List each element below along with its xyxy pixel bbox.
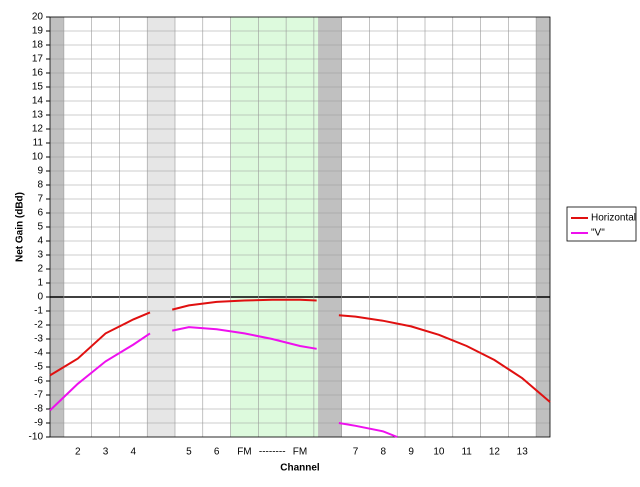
y-tick-label: 12 — [32, 124, 44, 135]
x-tick-label: 5 — [186, 447, 192, 458]
x-tick-label: 7 — [353, 447, 359, 458]
y-tick-label: -6 — [34, 376, 43, 387]
y-tick-label: -7 — [34, 390, 43, 401]
y-tick-label: -8 — [34, 404, 43, 415]
x-tick-label: 4 — [131, 447, 137, 458]
y-tick-label: -1 — [34, 306, 43, 317]
x-tick-label: 3 — [103, 447, 109, 458]
y-tick-label: 14 — [32, 96, 44, 107]
x-tick-label: -------- — [259, 447, 286, 458]
x-tick-label: 8 — [381, 447, 387, 458]
y-tick-label: 6 — [37, 208, 43, 219]
y-tick-label: 1 — [37, 278, 43, 289]
y-tick-label: 2 — [37, 264, 43, 275]
x-tick-label: 13 — [517, 447, 529, 458]
plot-frame — [49, 16, 551, 438]
legend-box — [566, 206, 637, 242]
x-tick-label: 10 — [433, 447, 445, 458]
y-tick-label: -5 — [34, 362, 43, 373]
y-tick-label: 20 — [32, 12, 44, 23]
y-tick-label: -3 — [34, 334, 43, 345]
y-tick-label: 4 — [37, 236, 43, 247]
y-tick-label: 18 — [32, 40, 44, 51]
y-tick-label: -2 — [34, 320, 43, 331]
x-tick-label: 9 — [408, 447, 414, 458]
y-tick-label: 3 — [37, 250, 43, 261]
y-tick-label: 15 — [32, 82, 44, 93]
y-tick-label: -10 — [29, 432, 44, 443]
y-tick-label: 5 — [37, 222, 43, 233]
x-tick-label: 11 — [461, 447, 472, 458]
y-tick-label: 19 — [32, 26, 44, 37]
legend-label: Horizontal — [591, 213, 636, 224]
y-tick-label: 16 — [32, 68, 44, 79]
y-tick-label: 7 — [37, 194, 43, 205]
y-tick-label: 9 — [37, 166, 43, 177]
series-line — [49, 298, 551, 403]
y-axis-label: Net Gain (dBd) — [15, 192, 26, 262]
y-tick-label: 13 — [32, 110, 44, 121]
series-line — [49, 326, 398, 438]
y-tick-label: 8 — [37, 180, 43, 191]
x-tick-label: FM — [237, 447, 251, 458]
x-tick-label: 6 — [214, 447, 220, 458]
x-axis-label: Channel — [280, 463, 320, 474]
y-tick-label: 10 — [32, 152, 44, 163]
y-tick-label: 0 — [37, 292, 43, 303]
x-tick-label: 2 — [75, 447, 81, 458]
y-tick-label: -4 — [34, 348, 43, 359]
x-tick-label: 12 — [489, 447, 501, 458]
y-tick-label: 17 — [32, 54, 44, 65]
y-tick-label: 11 — [33, 138, 44, 149]
x-tick-label: FM — [293, 447, 307, 458]
legend-label: "V" — [591, 228, 605, 239]
y-tick-label: -9 — [34, 418, 43, 429]
